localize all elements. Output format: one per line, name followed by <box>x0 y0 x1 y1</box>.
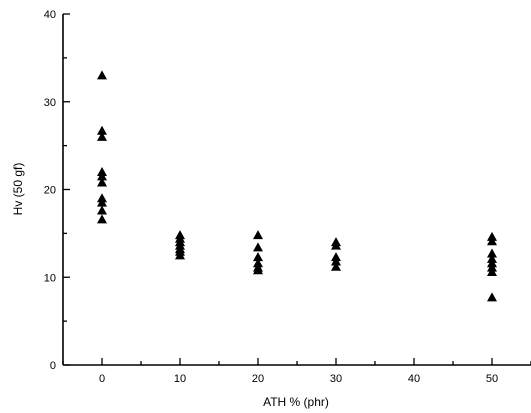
x-tick-label: 30 <box>330 373 342 385</box>
y-axis-ticks: 0 10 20 30 40 <box>44 9 70 372</box>
axes <box>62 14 531 366</box>
y-axis-label: Hv (50 gf) <box>11 163 25 216</box>
data-point-triangle <box>97 214 107 224</box>
data-points <box>97 70 497 302</box>
x-tick-label: 50 <box>486 373 498 385</box>
data-point-triangle <box>487 248 497 258</box>
data-point-triangle <box>487 266 497 276</box>
data-point-triangle <box>487 236 497 246</box>
x-axis-label: ATH % (phr) <box>263 395 329 409</box>
data-point-triangle <box>175 250 185 260</box>
y-tick-label: 10 <box>44 272 56 284</box>
data-point-triangle <box>97 205 107 215</box>
x-tick-label: 40 <box>408 373 420 385</box>
data-point-triangle <box>331 261 341 271</box>
data-point-triangle <box>331 240 341 250</box>
data-point-triangle <box>97 70 107 80</box>
x-tick-label: 20 <box>252 373 264 385</box>
data-point-triangle <box>253 252 263 262</box>
data-point-triangle <box>97 131 107 141</box>
data-point-triangle <box>97 197 107 207</box>
data-point-triangle <box>487 292 497 302</box>
data-point-triangle <box>97 125 107 135</box>
data-point-triangle <box>253 265 263 275</box>
data-point-triangle <box>97 177 107 187</box>
data-point-triangle <box>97 171 107 181</box>
x-axis-ticks: 0 10 20 30 40 50 <box>62 358 531 385</box>
x-tick-label: 10 <box>174 373 186 385</box>
x-tick-label: 0 <box>99 373 105 385</box>
data-point-triangle <box>253 242 263 252</box>
data-point-triangle <box>331 256 341 266</box>
y-tick-label: 20 <box>44 185 56 197</box>
data-point-triangle <box>253 230 263 240</box>
y-tick-label: 40 <box>44 9 56 21</box>
y-tick-label: 30 <box>44 97 56 109</box>
y-tick-label: 0 <box>50 360 56 372</box>
